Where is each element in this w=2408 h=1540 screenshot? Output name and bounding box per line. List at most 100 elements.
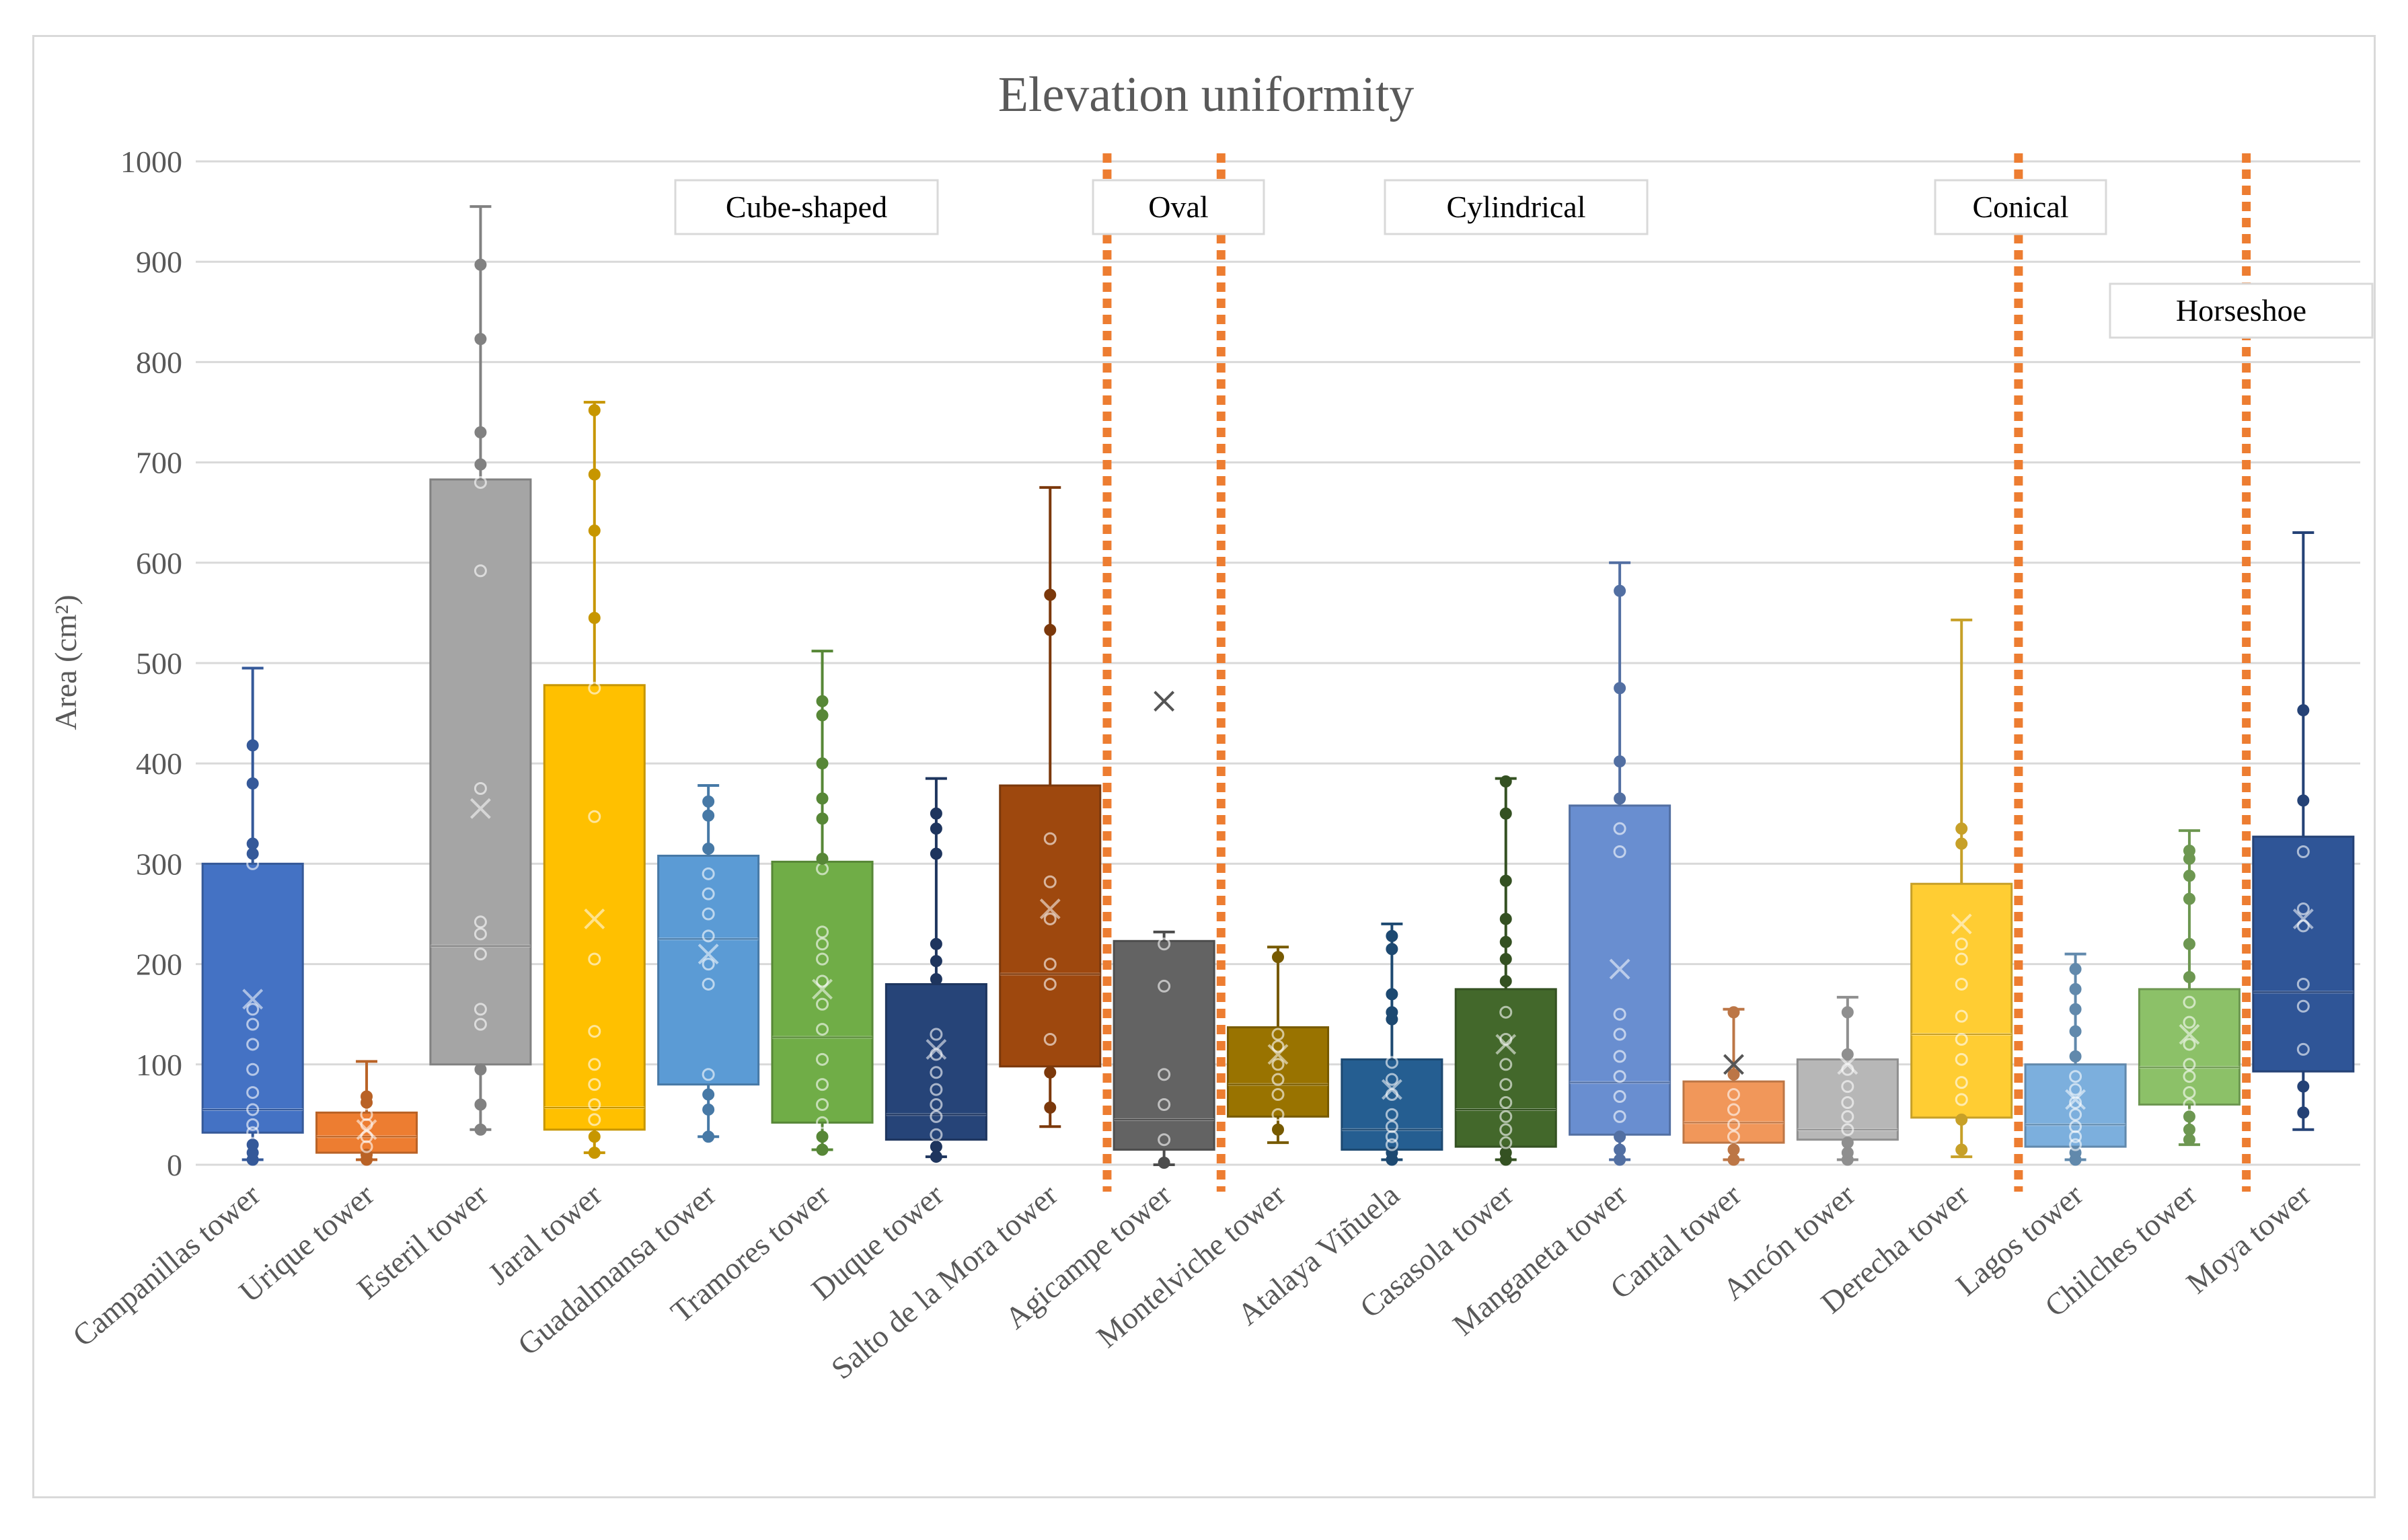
- data-point: [1385, 1120, 1398, 1133]
- data-point: [1614, 682, 1626, 695]
- group-label: Horseshoe: [2176, 293, 2306, 328]
- data-point: [930, 1028, 943, 1041]
- data-point: [1841, 1147, 1854, 1159]
- data-point: [702, 1130, 715, 1143]
- data-point: [1727, 1068, 1740, 1081]
- data-point: [1385, 1073, 1398, 1086]
- data-point: [1614, 1143, 1626, 1156]
- y-tick-label: 500: [136, 646, 182, 681]
- data-point: [1727, 1118, 1740, 1131]
- data-point: [702, 795, 715, 808]
- data-point: [474, 458, 487, 471]
- data-point: [1271, 1058, 1285, 1071]
- data-point: [1955, 952, 1968, 966]
- data-point: [588, 1147, 601, 1159]
- data-point: [246, 1063, 260, 1076]
- box-series: [1341, 922, 1443, 1166]
- y-tick-label: 600: [136, 546, 182, 580]
- data-point: [2183, 1133, 2195, 1146]
- box-series: [315, 1060, 418, 1166]
- data-point: [930, 1151, 942, 1163]
- data-point: [1158, 1157, 1170, 1169]
- data-point: [702, 907, 715, 921]
- box-body: [2252, 835, 2355, 1073]
- data-point: [702, 843, 715, 855]
- data-point: [1043, 958, 1057, 971]
- data-point: [702, 1103, 715, 1116]
- data-point: [246, 739, 259, 752]
- y-axis-label: Area (cm²): [48, 594, 83, 730]
- data-point: [246, 1139, 259, 1151]
- data-point: [816, 1143, 829, 1156]
- data-point: [246, 1017, 260, 1031]
- x-tick-label: Salto de la Mora tower: [825, 1178, 1064, 1386]
- chart-title: Elevation uniformity: [998, 67, 1415, 122]
- box-series: [771, 650, 874, 1156]
- data-point: [588, 404, 601, 417]
- data-point: [1271, 1088, 1285, 1102]
- data-point: [1841, 1110, 1854, 1123]
- data-point: [246, 1038, 260, 1051]
- data-point: [588, 468, 601, 481]
- data-point: [588, 1130, 601, 1143]
- group-label: Cylindrical: [1447, 190, 1586, 224]
- group-label-frame: [674, 179, 939, 235]
- data-point: [2183, 892, 2195, 905]
- box-series: [201, 666, 304, 1166]
- data-point: [1614, 1153, 1626, 1166]
- box-body: [1226, 1026, 1330, 1118]
- data-point: [2183, 1086, 2196, 1100]
- data-point: [816, 812, 829, 825]
- data-point: [1614, 1130, 1626, 1143]
- data-point: [930, 1128, 943, 1141]
- box-body: [1682, 1080, 1785, 1144]
- mean-marker: [584, 909, 605, 929]
- data-point: [588, 1113, 601, 1126]
- group-label: Cube-shaped: [726, 190, 887, 224]
- y-tick-label: 0: [167, 1148, 182, 1182]
- data-point: [1955, 1113, 1968, 1126]
- mean-marker: [242, 989, 264, 1010]
- data-point: [588, 1078, 601, 1091]
- y-tick-label: 100: [136, 1048, 182, 1082]
- data-point: [1043, 1033, 1057, 1046]
- mean-marker: [2292, 909, 2314, 929]
- data-point: [702, 887, 715, 900]
- y-tick-label: 1000: [120, 145, 182, 179]
- data-point: [2069, 1083, 2082, 1096]
- data-point: [1499, 1110, 1513, 1123]
- mean-marker: [812, 978, 833, 1000]
- x-tick-label: Moya tower: [2180, 1178, 2317, 1301]
- data-point: [2069, 1025, 2082, 1038]
- data-point: [1955, 822, 1968, 835]
- mean-marker: [1723, 1054, 1744, 1075]
- data-point: [2183, 970, 2195, 983]
- mean-marker: [1495, 1034, 1517, 1055]
- data-point: [1727, 1088, 1740, 1102]
- data-point: [1727, 1130, 1740, 1143]
- data-point: [816, 792, 829, 805]
- data-point: [474, 1123, 487, 1136]
- data-point: [361, 1090, 373, 1103]
- data-point: [816, 925, 829, 939]
- data-point: [1955, 1033, 1968, 1046]
- data-point: [474, 927, 487, 941]
- data-point: [2069, 1003, 2082, 1015]
- data-point: [1955, 1143, 1968, 1156]
- data-point: [702, 929, 715, 943]
- data-point: [246, 1103, 260, 1116]
- data-point: [474, 333, 487, 346]
- box-series: [1226, 946, 1330, 1145]
- data-point: [246, 1003, 260, 1016]
- data-point: [930, 822, 942, 835]
- data-point: [816, 952, 829, 966]
- data-point: [2183, 1070, 2196, 1083]
- data-point: [2183, 937, 2195, 950]
- data-point: [1499, 974, 1512, 987]
- data-point: [2069, 983, 2082, 995]
- data-point: [2183, 1123, 2195, 1136]
- data-point: [816, 974, 829, 988]
- data-point: [2069, 1095, 2082, 1109]
- data-point: [1499, 807, 1512, 820]
- data-point: [1158, 937, 1171, 951]
